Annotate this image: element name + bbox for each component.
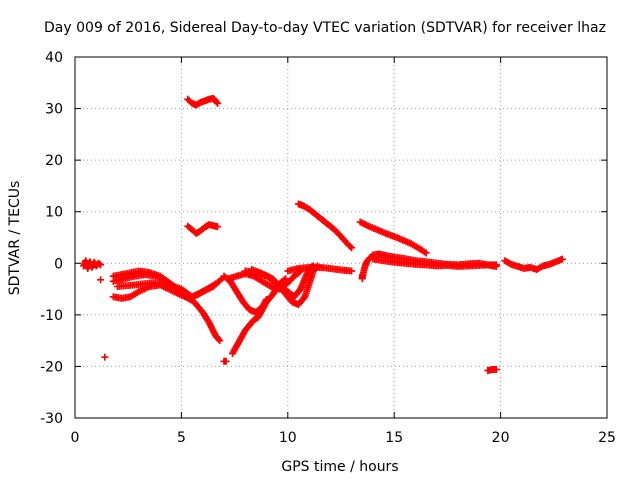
data-point bbox=[97, 276, 105, 284]
data-point bbox=[214, 223, 222, 231]
series-arc-upper-a bbox=[184, 94, 222, 109]
data-point bbox=[222, 357, 230, 365]
series-arc-m bbox=[356, 218, 430, 257]
x-tick-label: 5 bbox=[177, 430, 186, 446]
data-point bbox=[213, 98, 221, 106]
series-outlier-b bbox=[101, 353, 109, 361]
x-axis-label: GPS time / hours bbox=[281, 459, 398, 475]
plot-frame bbox=[74, 56, 608, 419]
series-arc-j bbox=[248, 262, 322, 309]
x-tick-label: 20 bbox=[492, 430, 510, 446]
series-arc-o bbox=[369, 255, 500, 270]
series-arc-r bbox=[501, 255, 566, 273]
x-tick-label: 25 bbox=[598, 430, 616, 446]
y-tick-label: 0 bbox=[54, 256, 63, 272]
data-point bbox=[216, 337, 224, 345]
data-point bbox=[346, 242, 354, 250]
y-tick-label: 30 bbox=[45, 102, 63, 118]
data-point bbox=[97, 261, 105, 269]
series-arc-d bbox=[114, 275, 226, 301]
data-point bbox=[215, 335, 223, 343]
y-tick-label: -30 bbox=[40, 411, 63, 427]
x-tick-label: 10 bbox=[279, 430, 297, 446]
data-point bbox=[492, 366, 500, 374]
data-point bbox=[214, 99, 222, 107]
y-tick-label: 10 bbox=[45, 205, 63, 221]
series-arc-start bbox=[80, 257, 105, 272]
x-tick-label: 0 bbox=[71, 430, 80, 446]
data-point bbox=[348, 244, 356, 252]
y-tick-label: 20 bbox=[45, 153, 63, 169]
series-arc-p bbox=[358, 271, 366, 283]
y-tick-label: -20 bbox=[40, 359, 63, 375]
data-point bbox=[216, 276, 224, 284]
y-axis-label: SDTVAR / TECUs bbox=[7, 181, 23, 296]
series-arc-upper-b bbox=[184, 221, 222, 237]
data-point bbox=[492, 261, 500, 269]
data-point bbox=[358, 271, 366, 279]
data-point bbox=[422, 249, 430, 257]
data-point bbox=[348, 267, 356, 275]
series-outlier-a bbox=[97, 276, 105, 284]
data-points bbox=[80, 94, 566, 375]
data-point bbox=[558, 255, 566, 263]
series-arc-l bbox=[294, 200, 356, 252]
chart-title: Day 009 of 2016, Sidereal Day-to-day VTE… bbox=[44, 20, 606, 36]
x-tick-label: 15 bbox=[385, 430, 403, 446]
data-point bbox=[101, 353, 109, 361]
series-arc-q bbox=[484, 366, 500, 375]
series-arc-e bbox=[220, 357, 230, 365]
y-tick-label: -10 bbox=[40, 308, 63, 324]
axis-ticks: 0 5 10 15 20 25 -30 -20 -10 0 10 20 30 40 bbox=[40, 50, 616, 446]
y-tick-label: 40 bbox=[45, 50, 63, 66]
series-arc-k bbox=[284, 263, 356, 275]
grid bbox=[75, 57, 607, 418]
